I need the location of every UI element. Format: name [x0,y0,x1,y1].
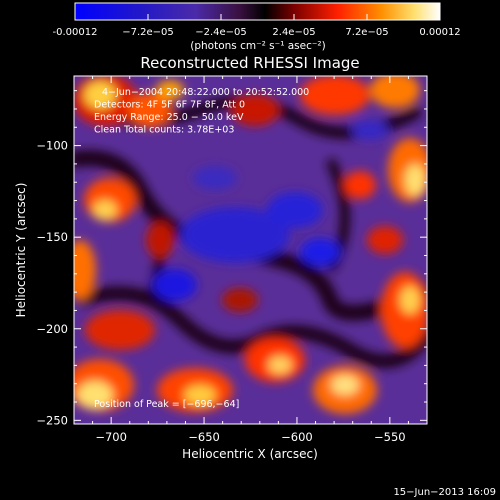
colorbar-tick-label: −2.4e−05 [195,27,247,38]
x-axis-label: Heliocentric X (arcsec) [182,447,318,461]
colorbar-tick-labels: -0.00012 −7.2e−05 −2.4e−05 2.4e−05 7.2e−05 0.… [53,27,461,38]
colorbar-tick-label: 2.4e−05 [272,27,315,38]
x-tick-label: −700 [95,430,127,444]
x-tick-label: −550 [374,430,406,444]
axis-ticks [73,76,428,424]
peak-position-label: Position of Peak = [−696,−64] [94,399,239,410]
timestamp: 15−Jun−2013 16:09 [393,487,496,498]
colorbar-ticks [74,14,441,20]
observation-info: 4−Jun−2004 20:48:22.000 to 20:52:52.000 D… [94,87,309,136]
colorbar: -0.00012 −7.2e−05 −2.4e−05 2.4e−05 7.2e−05 0.… [53,2,461,52]
info-line: Detectors: 4F 5F 6F 7F 8F, Att 0 [94,100,245,111]
solar-image [74,76,427,424]
plot-title: Reconstructed RHESSI Image [140,54,359,72]
colorbar-tick-label: 0.00012 [419,27,460,38]
x-tick-labels: −700 −650 −600 −550 [95,430,405,444]
colorbar-tick-label: 7.2e−05 [345,27,388,38]
y-axis-label: Heliocentric Y (arcsec) [14,183,28,318]
y-tick-label: −100 [36,139,68,153]
y-tick-label: −250 [36,413,68,427]
colorbar-unit-label: (photons cm⁻² s⁻¹ asec⁻²) [190,40,325,52]
x-tick-label: −650 [188,430,220,444]
colorbar-tick-label: −7.2e−05 [122,27,174,38]
x-tick-label: −600 [281,430,313,444]
info-line: 4−Jun−2004 20:48:22.000 to 20:52:52.000 [102,87,309,98]
y-tick-label: −150 [36,230,68,244]
plot-frame [73,75,428,425]
info-line: Clean Total counts: 3.78E+03 [94,125,234,136]
y-tick-labels: −100 −150 −200 −250 [36,139,68,428]
y-tick-label: −200 [36,322,68,336]
info-line: Energy Range: 25.0 − 50.0 keV [94,112,244,123]
colorbar-gradient [74,2,441,21]
colorbar-tick-label: -0.00012 [53,27,98,38]
